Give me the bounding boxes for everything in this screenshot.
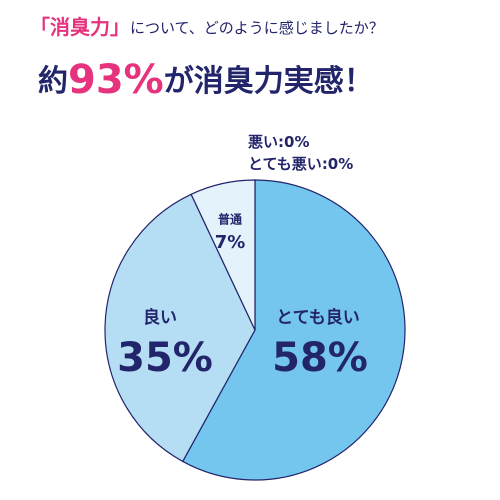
- zero-label: 悪い:0%: [248, 133, 309, 151]
- headline: 約93%が消臭力実感！: [38, 57, 374, 103]
- headline-part: 約: [38, 64, 68, 99]
- zero-value-label: :0%: [278, 133, 309, 151]
- headline-part: が消臭力実感！: [164, 64, 374, 99]
- pie-slice: [181, 179, 406, 481]
- zero-category: 悪い: [248, 133, 278, 151]
- slice-value-label: 7%: [215, 232, 246, 253]
- slice-category: とても良い: [276, 307, 360, 328]
- pie-slice: [104, 193, 256, 463]
- zero-category: とても悪い: [248, 155, 322, 173]
- zero-label: とても悪い:0%: [248, 155, 353, 173]
- slice-value-label: 35%: [117, 335, 213, 381]
- headline-highlight: 93%: [68, 57, 164, 103]
- title-rest: について、どのように感じましたか？: [130, 19, 384, 37]
- pie: [104, 179, 406, 481]
- pie-slice: [190, 179, 256, 331]
- slice-category: 普通: [218, 212, 242, 227]
- title: 「消臭力」について、どのように感じましたか？: [30, 15, 384, 39]
- slice-category: 良い: [143, 307, 177, 328]
- zero-value-label: :0%: [322, 155, 353, 173]
- slice-value-label: 58%: [272, 335, 368, 381]
- title-highlight: 「消臭力」: [30, 15, 130, 39]
